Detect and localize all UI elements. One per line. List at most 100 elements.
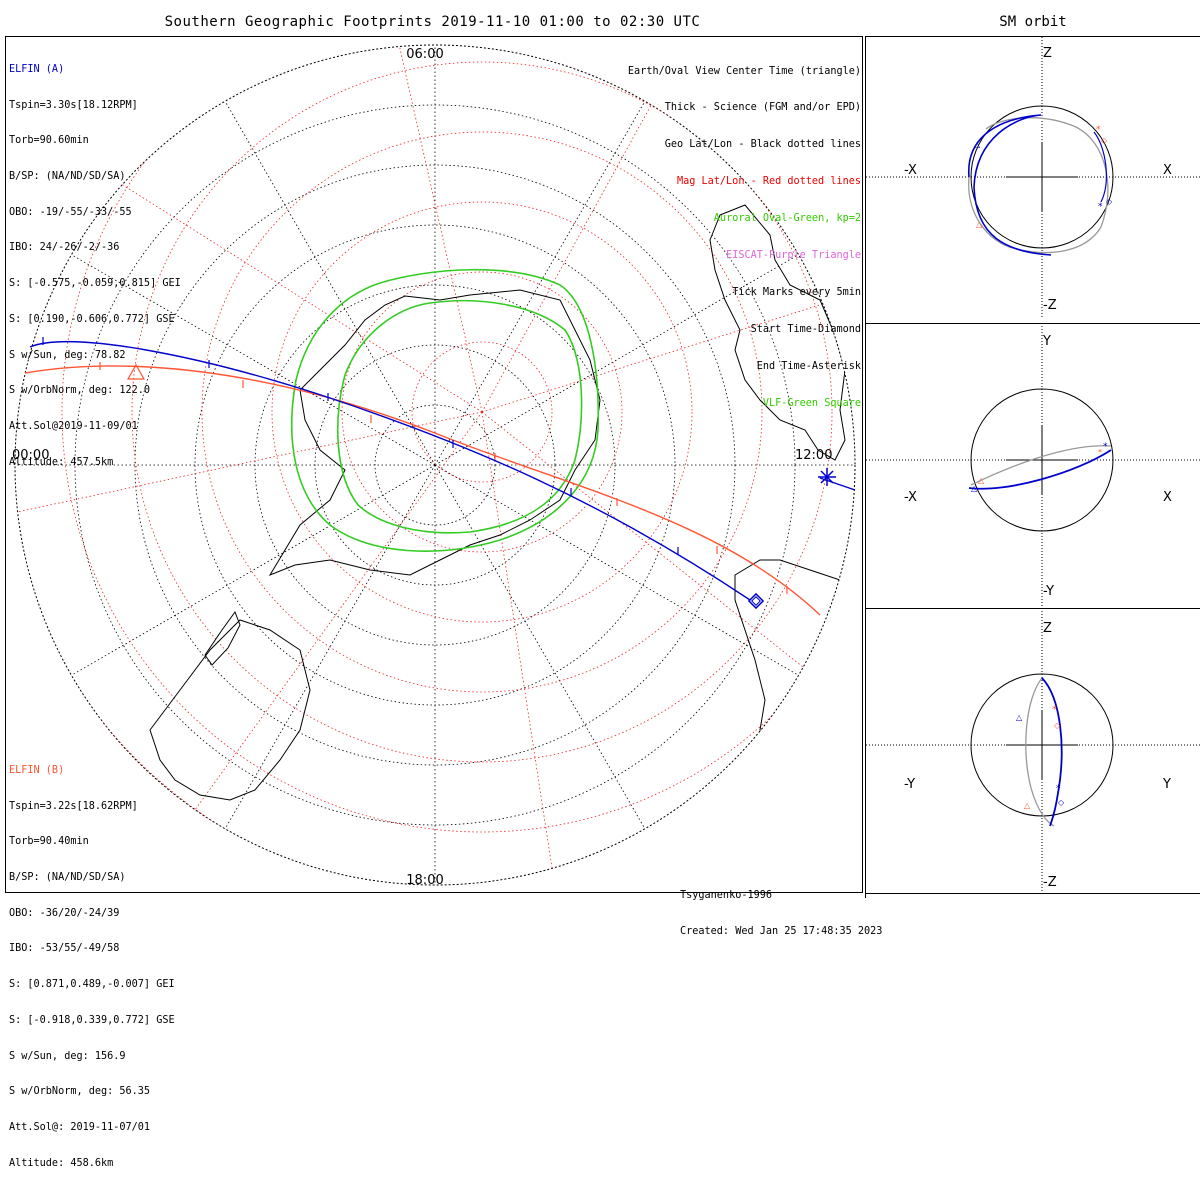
polar-map: 06:00 00:00 12:00 18:00 bbox=[12, 44, 856, 888]
antarctica-coast bbox=[268, 289, 601, 577]
svg-text:*: * bbox=[1098, 202, 1103, 212]
orbit-frame bbox=[865, 36, 1200, 898]
elfin-b-track bbox=[24, 365, 821, 616]
orbit-divider-top bbox=[865, 36, 1200, 37]
legend-item-science: Thick - Science (FGM and/or EPD) bbox=[664, 102, 861, 114]
elfin-b-line: OBO: -36/20/-24/39 bbox=[9, 907, 120, 919]
legend: Earth/Oval View Center Time (triangle) T… bbox=[628, 41, 861, 422]
plot-title: Southern Geographic Footprints 2019-11-1… bbox=[164, 14, 701, 30]
elfin-a-end-asterisk bbox=[818, 468, 836, 486]
elfin-b-line: Tspin=3.22s[18.62RPM] bbox=[9, 800, 138, 812]
svg-text:△: △ bbox=[978, 476, 985, 485]
elfin-b-line: B/SP: (NA/ND/SD/SA) bbox=[9, 871, 126, 883]
svg-text:*: * bbox=[1103, 442, 1108, 452]
legend-item-geo-grid: Geo Lat/Lon - Black dotted lines bbox=[664, 139, 861, 151]
orbit-divider-1 bbox=[865, 323, 1200, 324]
footer-created: Created: Wed Jan 25 17:48:35 2023 bbox=[680, 925, 883, 937]
elfin-a-track bbox=[29, 340, 751, 601]
legend-item-auroral-oval: Auroral Oval-Green, kp=2 bbox=[713, 213, 861, 225]
auroral-oval bbox=[290, 268, 600, 552]
footer: Tsyganenko-1996 Created: Wed Jan 25 17:4… bbox=[680, 866, 882, 949]
orbit-panel-yz: △ △ * ◇ * ◇ -Y Y Z -Z bbox=[866, 608, 1200, 894]
svg-text:◇: ◇ bbox=[1058, 798, 1065, 807]
svg-text:△: △ bbox=[1024, 801, 1031, 810]
coastlines bbox=[149, 204, 846, 801]
elfin-a-info: ELFIN (A) Tspin=3.30s[18.12RPM] Torb=90.… bbox=[9, 40, 181, 481]
legend-item-vlf: VLF-Green Square bbox=[762, 397, 861, 409]
elfin-a-tick-marks bbox=[42, 337, 679, 555]
time-label-top: 06:00 bbox=[406, 47, 443, 62]
elfin-a-name: ELFIN (A) bbox=[9, 63, 65, 75]
orbit-panel-xz: * ◇ △ △ * ◇ -X X Z -Z bbox=[866, 37, 1200, 317]
africa-coast bbox=[734, 559, 846, 746]
orbit-divider-2 bbox=[865, 608, 1200, 609]
elfin-b-tick-marks bbox=[99, 362, 788, 594]
svg-text:△: △ bbox=[974, 140, 981, 149]
elfin-b-name: ELFIN (B) bbox=[9, 764, 65, 776]
time-label-left: 00:00 bbox=[12, 448, 49, 463]
yz-label-left: -Y bbox=[904, 777, 915, 792]
xz-label-left: -X bbox=[904, 163, 917, 178]
new-zealand-coast bbox=[204, 610, 241, 666]
elfin-a-line: IBO: 24/-26/-2/-36 bbox=[9, 242, 120, 254]
svg-text:◇: ◇ bbox=[1101, 136, 1108, 145]
time-label-right: 12:00 bbox=[795, 448, 832, 463]
elfin-b-line: S: [-0.918,0.339,0.772] GSE bbox=[9, 1014, 175, 1026]
orbit-panel-xy: * * △ △ -X X Y -Y bbox=[866, 323, 1200, 607]
svg-text:△: △ bbox=[1016, 713, 1023, 722]
xy-label-bottom: -Y bbox=[1043, 584, 1054, 599]
legend-item-view-center: Earth/Oval View Center Time (triangle) bbox=[627, 65, 861, 77]
footer-model: Tsyganenko-1996 bbox=[680, 889, 773, 901]
yz-label-bottom: -Z bbox=[1043, 875, 1057, 890]
elfin-a-line: Att.Sol@2019-11-09/01 bbox=[9, 421, 138, 432]
svg-text:*: * bbox=[1052, 705, 1057, 715]
legend-item-end-time: End Time-Asterisk bbox=[756, 360, 861, 372]
geo-grid bbox=[15, 45, 855, 885]
elfin-a-line: B/SP: (NA/ND/SD/SA) bbox=[9, 170, 126, 182]
australia-coast bbox=[149, 619, 311, 801]
elfin-a-line: S w/OrbNorm, deg: 122.0 bbox=[9, 385, 151, 397]
elfin-b-line: IBO: -53/55/-49/58 bbox=[9, 943, 120, 955]
elfin-a-line: Altitude: 457.5km bbox=[9, 456, 114, 468]
xz-label-right: X bbox=[1163, 163, 1172, 178]
elfin-a-line: S: [-0.575,-0.059,0.815] GEI bbox=[9, 278, 181, 290]
elfin-a-start-diamond bbox=[747, 592, 765, 610]
xy-label-right: X bbox=[1163, 490, 1172, 505]
legend-item-tick-marks: Tick Marks every 5min bbox=[732, 286, 861, 298]
legend-item-start-time: Start Time-Diamond bbox=[750, 323, 861, 335]
svg-text:◇: ◇ bbox=[1106, 197, 1113, 206]
legend-item-mag-grid: Mag Lat/Lon - Red dotted lines bbox=[676, 176, 861, 188]
yz-label-top: Z bbox=[1043, 621, 1052, 636]
south-america-coast bbox=[709, 204, 846, 461]
auroral-oval-inner bbox=[336, 299, 583, 534]
elfin-b-line: Att.Sol@: 2019-11-07/01 bbox=[9, 1122, 151, 1133]
orbit-divider-bottom bbox=[865, 893, 1200, 894]
svg-text:*: * bbox=[1056, 784, 1061, 794]
orbit-panels: * ◇ △ △ * ◇ -X X Z -Z * * △ △ -X X Y -Y bbox=[866, 37, 1200, 894]
xy-label-left: -X bbox=[904, 490, 917, 505]
svg-text:*: * bbox=[1096, 125, 1101, 135]
elfin-b-line: S w/Sun, deg: 156.9 bbox=[9, 1050, 126, 1062]
svg-text:◇: ◇ bbox=[1054, 721, 1061, 730]
auroral-oval-outer bbox=[290, 268, 600, 552]
elfin-b-info: ELFIN (B) Tspin=3.22s[18.62RPM] Torb=90.… bbox=[9, 741, 175, 1182]
svg-text:*: * bbox=[1098, 448, 1102, 457]
elfin-a-line: Torb=90.60min bbox=[9, 135, 89, 147]
xz-label-top: Z bbox=[1043, 46, 1052, 61]
elfin-b-line: S w/OrbNorm, deg: 56.35 bbox=[9, 1086, 151, 1098]
elfin-b-track-group bbox=[24, 362, 821, 616]
map-frame bbox=[5, 36, 863, 893]
orbit-panel-title: SM orbit bbox=[999, 14, 1067, 30]
elfin-a-line: OBO: -19/-55/-33/-55 bbox=[9, 206, 132, 218]
svg-text:△: △ bbox=[971, 484, 978, 493]
elfin-a-line: Tspin=3.30s[18.12RPM] bbox=[9, 99, 138, 111]
yz-label-right: Y bbox=[1162, 777, 1171, 792]
time-label-bottom: 18:00 bbox=[406, 873, 443, 888]
elfin-a-track-east bbox=[819, 477, 856, 491]
mag-grid bbox=[15, 45, 855, 885]
elfin-a-line: S: [0.190,-0.606,0.772] GSE bbox=[9, 313, 175, 325]
elfin-b-center-triangle bbox=[126, 363, 146, 380]
elfin-a-track-group bbox=[29, 337, 856, 610]
elfin-b-line: S: [0.871,0.489,-0.007] GEI bbox=[9, 979, 175, 991]
legend-item-eiscat: EISCAT-Purple Triangle bbox=[726, 250, 861, 262]
